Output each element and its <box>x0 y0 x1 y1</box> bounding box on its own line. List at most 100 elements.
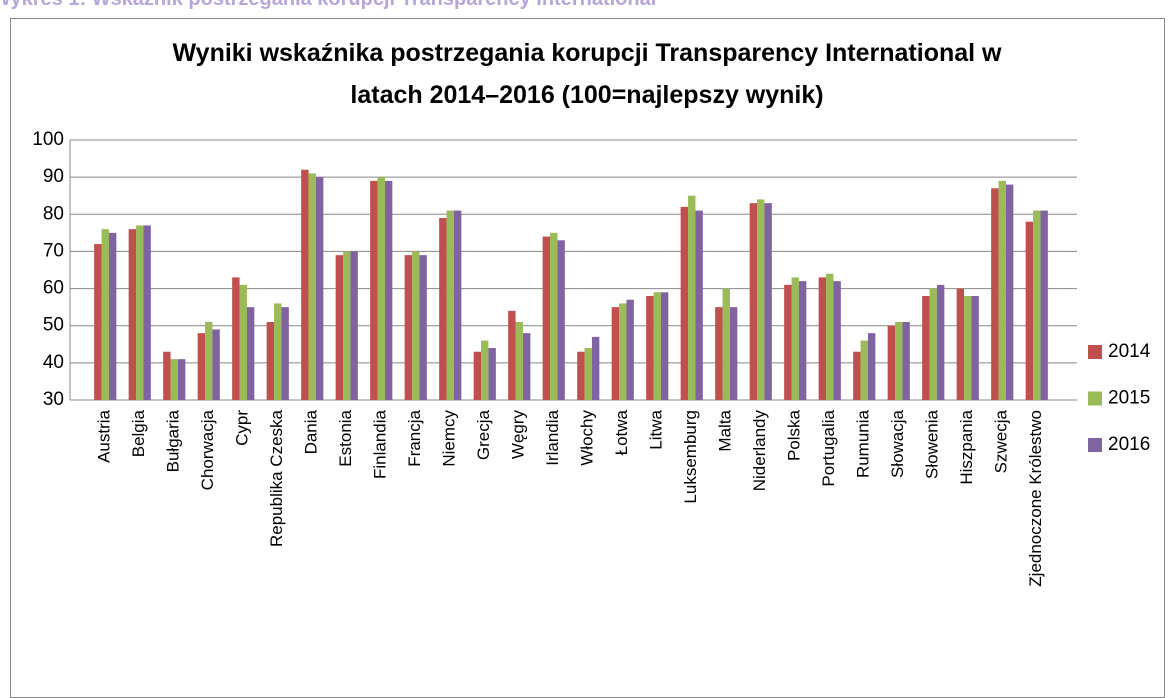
bar <box>646 296 654 400</box>
bar <box>515 322 523 400</box>
bar <box>197 333 206 400</box>
bar <box>108 232 117 400</box>
y-tick-label: 90 <box>43 166 64 187</box>
bar <box>335 255 344 400</box>
bar <box>626 299 634 400</box>
legend-label: 2015 <box>1108 388 1150 409</box>
bar <box>764 203 772 400</box>
y-tick-label: 50 <box>43 315 64 336</box>
y-tick-label: 70 <box>43 240 64 261</box>
bar <box>991 188 999 400</box>
bar <box>818 277 827 400</box>
bar <box>239 284 247 400</box>
x-tick-label: Finlandia <box>371 409 390 479</box>
bar <box>557 240 565 400</box>
bar <box>343 251 351 400</box>
bar <box>1033 210 1041 400</box>
bar <box>791 277 799 400</box>
bar <box>611 307 620 400</box>
x-tick-label: Luksemburg <box>681 410 700 504</box>
x-tick-label: Chorwacja <box>198 409 217 490</box>
legend-swatch <box>1088 438 1102 452</box>
bar <box>488 348 496 400</box>
bar <box>998 180 1006 400</box>
bar <box>232 277 240 400</box>
bar <box>170 359 178 400</box>
legend-label: 2014 <box>1108 341 1151 362</box>
bar <box>688 195 696 400</box>
x-tick-label: Hiszpania <box>957 409 976 484</box>
x-tick-label: Dania <box>302 409 321 454</box>
x-tick-label: Litwa <box>647 409 666 449</box>
x-tick-label: Niderlandy <box>750 410 769 492</box>
bar <box>833 281 841 400</box>
caption: Wykres 1: Wskaźnik postrzegania korupcji… <box>0 0 656 11</box>
bar <box>315 177 324 400</box>
bar <box>860 340 868 400</box>
x-tick-label: Szwecja <box>992 409 1011 473</box>
x-tick-label: Bułgaria <box>164 409 183 472</box>
legend-swatch <box>1088 391 1102 406</box>
legend-swatch <box>1088 345 1102 359</box>
bar <box>94 244 102 400</box>
bar <box>722 288 730 400</box>
bar <box>136 225 144 400</box>
bar <box>922 296 930 400</box>
bar <box>308 173 316 400</box>
y-tick-label: 80 <box>43 203 64 224</box>
bar <box>1040 210 1048 400</box>
x-tick-label: Republika Czeska <box>267 409 286 547</box>
x-tick-label: Włochy <box>578 410 597 466</box>
x-tick-label: Belgia <box>129 409 148 457</box>
x-tick-label: Zjednoczone Królestwo <box>1026 410 1045 587</box>
bar <box>660 292 669 400</box>
x-tick-label: Polska <box>785 409 804 461</box>
bar <box>128 229 137 400</box>
x-tick-label: Grecja <box>474 409 493 460</box>
bar <box>577 351 585 400</box>
legend-label: 2016 <box>1108 434 1150 455</box>
bar <box>1005 184 1014 400</box>
bar <box>853 351 861 400</box>
bar <box>473 351 482 400</box>
x-tick-label: Rumunia <box>854 409 873 478</box>
bar <box>695 210 703 400</box>
y-tick-label: 30 <box>43 389 64 410</box>
y-tick-label: 100 <box>32 129 64 150</box>
y-tick-label: 60 <box>43 278 64 299</box>
bar <box>412 251 420 400</box>
bar <box>281 307 289 400</box>
bar <box>902 322 910 400</box>
bar <box>936 284 945 400</box>
bar <box>212 329 220 400</box>
bar <box>101 229 109 400</box>
bar <box>867 333 876 400</box>
bar <box>971 296 979 400</box>
bar <box>929 288 937 400</box>
bar <box>619 303 627 400</box>
x-tick-label: Słowenia <box>923 409 942 479</box>
bar <box>439 218 447 400</box>
bar <box>446 210 454 400</box>
x-tick-label: Irlandia <box>543 409 562 465</box>
bar <box>205 322 213 400</box>
bar <box>798 281 807 400</box>
bar <box>163 351 171 400</box>
bar <box>895 322 903 400</box>
bar <box>826 273 834 400</box>
bar <box>522 333 531 400</box>
bar <box>377 177 385 400</box>
bar <box>584 348 592 400</box>
x-tick-label: Estonia <box>336 409 355 466</box>
bar <box>266 322 275 400</box>
x-tick-label: Austria <box>95 409 114 462</box>
x-tick-label: Niemcy <box>440 410 459 467</box>
x-tick-label: Francja <box>405 409 424 466</box>
bar <box>680 206 689 400</box>
bar <box>749 203 758 400</box>
bar <box>956 288 965 400</box>
y-tick-label: 40 <box>43 352 64 373</box>
bar <box>453 210 462 400</box>
bar <box>1025 221 1034 400</box>
